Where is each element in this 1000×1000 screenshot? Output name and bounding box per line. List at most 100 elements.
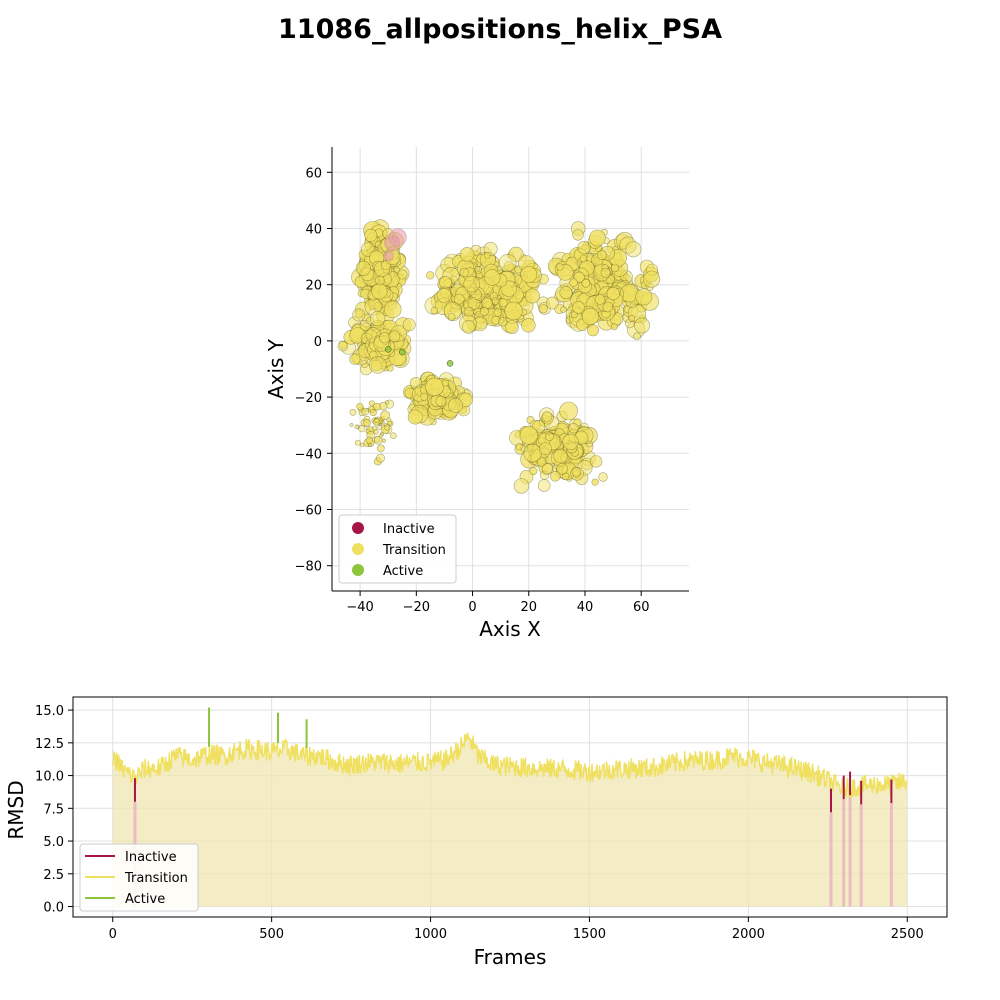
scatter-point-transition [425, 377, 444, 397]
timeseries-legend: Inactive Transition Active [79, 843, 199, 912]
scatter-point-transition [589, 455, 603, 468]
scatter-point-transition [373, 429, 379, 435]
scatter-point-transition [379, 332, 391, 344]
scatter-point-transition [520, 266, 538, 283]
scatter-point-transition [397, 269, 408, 280]
timeseries-legend-box [79, 843, 199, 912]
scatter-point-transition [545, 296, 559, 310]
scatter-point-transition [484, 269, 501, 286]
timeseries-xlabel: Frames [474, 945, 547, 969]
scatter-point-transition [569, 278, 578, 287]
scatter-xtick-label: 20 [520, 600, 537, 615]
scatter-point-transition [498, 253, 517, 272]
scatter-point-transition [383, 300, 402, 319]
scatter-point-transition [634, 317, 650, 334]
scatter-ylabel: Axis Y [264, 338, 288, 399]
scatter-point-transition [483, 251, 491, 259]
scatter-point-transition [619, 236, 637, 254]
scatter-point-transition [610, 263, 620, 273]
scatter-point-transition [497, 316, 508, 327]
scatter-point-transition [386, 364, 394, 372]
scatter-point-transition [426, 271, 435, 280]
scatter-point-transition [453, 293, 465, 305]
scatter-point-transition [602, 301, 614, 313]
timeseries-ticks: 0 500 1000 1500 2000 2500 0.0 2.5 5.0 7.5 10.0 12.5… [35, 704, 924, 942]
scatter-point-transition [356, 403, 364, 411]
scatter-point-transition [355, 260, 371, 276]
timeseries-ylabel: RMSD [4, 780, 28, 839]
scatter-point-transition [364, 228, 378, 242]
scatter-point-transition [384, 424, 391, 431]
scatter-ytick-label: −80 [295, 560, 322, 575]
timeseries-xtick-label: 2500 [891, 927, 924, 942]
timeseries-ytick-label: 7.5 [43, 802, 64, 817]
scatter-point-transition [386, 420, 392, 426]
scatter-point-transition [562, 433, 579, 451]
scatter-point-transition [436, 287, 452, 303]
scatter-point-transition [358, 425, 366, 433]
scatter-point-transition [581, 278, 591, 288]
scatter-point-transition [374, 301, 384, 311]
timeseries-ytick-label: 2.5 [43, 868, 64, 883]
scatter-xlabel: Axis X [479, 617, 541, 641]
scatter-point-inactive [383, 250, 394, 262]
scatter-point-transition [373, 402, 381, 411]
inactive-fill-bar [859, 804, 863, 907]
scatter-point-transition [441, 379, 450, 387]
scatter-point-transition [354, 309, 364, 319]
legend-label-inactive: Inactive [383, 522, 435, 537]
scatter-point-transition [371, 283, 388, 300]
scatter-point-transition [538, 304, 548, 314]
scatter-point-transition [374, 275, 385, 286]
scatter-ytick-label: −20 [295, 391, 322, 406]
scatter-point-transition [504, 301, 523, 321]
scatter-point-transition [370, 311, 386, 327]
scatter-point-transition [594, 294, 606, 305]
scatter-point-transition [628, 314, 636, 322]
scatter-point-transition [481, 297, 493, 309]
timeseries-ytick-label: 15.0 [35, 704, 64, 719]
scatter-xtick-label: 0 [468, 600, 476, 615]
scatter-point-transition [537, 479, 551, 492]
scatter-point-transition [479, 307, 489, 316]
scatter-point-transition [503, 261, 514, 272]
timeseries-xtick-label: 500 [259, 927, 284, 942]
scatter-point-transition [513, 478, 530, 494]
scatter-point-transition [559, 401, 578, 421]
scatter-point-transition [519, 426, 538, 445]
scatter-point-transition [529, 466, 538, 475]
scatter-point-transition [556, 462, 568, 475]
scatter-point-transition [541, 463, 554, 475]
figure-title: 11086_allpositions_helix_PSA [278, 14, 722, 45]
scatter-point-transition [407, 409, 423, 425]
scatter-point-inactive [388, 228, 407, 247]
scatter-legend: Inactive Transition Active [338, 514, 457, 584]
scatter-point-transition [643, 270, 661, 288]
scatter-point-transition [491, 315, 501, 325]
scatter-grid [332, 147, 689, 591]
scatter-point-transition [447, 313, 456, 321]
scatter-point-transition [352, 308, 366, 322]
scatter-xtick-label: 60 [633, 600, 650, 615]
timeseries-xtick-label: 1000 [414, 927, 447, 942]
scatter-point-transition [360, 442, 365, 448]
scatter-point-transition [539, 442, 552, 455]
scatter-point-transition [625, 241, 642, 258]
scatter-point-transition [402, 318, 416, 332]
scatter-point-transition [380, 431, 384, 436]
scatter-point-transition [571, 467, 581, 477]
scatter-point-transition [365, 436, 374, 444]
scatter-point-transition [521, 318, 536, 333]
scatter-xtick-label: 40 [577, 600, 594, 615]
scatter-point-transition [553, 448, 568, 464]
scatter-point-transition [381, 438, 386, 443]
scatter-point-transition [459, 267, 469, 278]
inactive-fill-bar [842, 799, 846, 907]
active-spikes [208, 707, 308, 749]
scatter-point-transition [459, 247, 475, 262]
timeseries-xtick-label: 0 [109, 927, 117, 942]
scatter-point-active [446, 360, 454, 367]
timeseries-xtick-label: 2000 [732, 927, 765, 942]
scatter-point-transition [374, 418, 380, 424]
